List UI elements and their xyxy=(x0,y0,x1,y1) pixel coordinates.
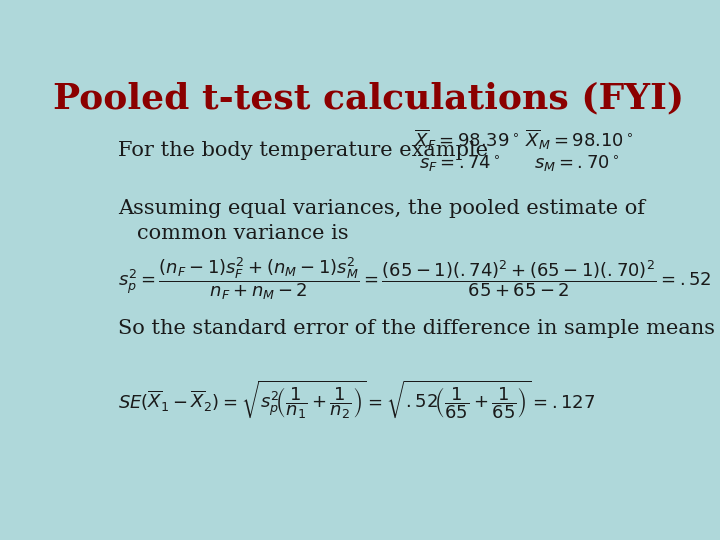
Text: So the standard error of the difference in sample means is: So the standard error of the difference … xyxy=(118,319,720,339)
Text: common variance is: common variance is xyxy=(138,224,349,242)
Text: For the body temperature example: For the body temperature example xyxy=(118,140,488,159)
Text: $s_M = .70^\circ$: $s_M = .70^\circ$ xyxy=(534,153,619,174)
Text: Assuming equal variances, the pooled estimate of: Assuming equal variances, the pooled est… xyxy=(118,199,645,218)
Text: $s_F = .74^\circ$: $s_F = .74^\circ$ xyxy=(419,153,501,174)
Text: $\overline{X}_F = 98.39^\circ$: $\overline{X}_F = 98.39^\circ$ xyxy=(413,127,519,152)
Text: $SE(\overline{X}_1 - \overline{X}_2) = \sqrt{s_p^2\!\left(\dfrac{1}{n_1}+\dfrac{: $SE(\overline{X}_1 - \overline{X}_2) = \… xyxy=(118,379,595,421)
Text: $\overline{X}_M = 98.10^\circ$: $\overline{X}_M = 98.10^\circ$ xyxy=(526,127,634,152)
Text: $s_p^2 = \dfrac{(n_F-1)s_F^2+(n_M-1)s_M^2}{n_F+n_M-2} = \dfrac{(65-1)(.74)^2+(65: $s_p^2 = \dfrac{(n_F-1)s_F^2+(n_M-1)s_M^… xyxy=(118,255,711,302)
Text: Pooled t-test calculations (FYI): Pooled t-test calculations (FYI) xyxy=(53,82,685,116)
